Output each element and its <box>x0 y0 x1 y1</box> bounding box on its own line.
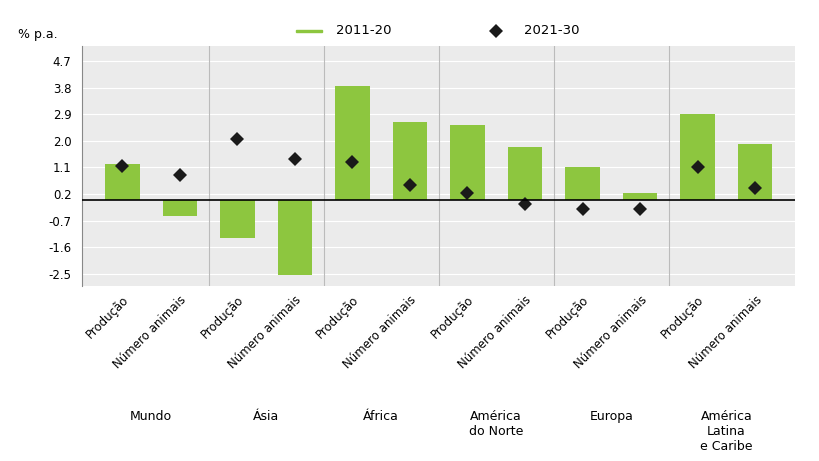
Text: América
Latina
e Caribe: América Latina e Caribe <box>699 410 752 454</box>
Text: 2021-30: 2021-30 <box>523 24 579 37</box>
Bar <box>219 200 254 238</box>
Text: África: África <box>363 410 399 424</box>
Bar <box>507 147 541 200</box>
Bar <box>737 144 771 200</box>
Bar <box>392 122 427 200</box>
Bar <box>335 86 369 200</box>
Bar <box>680 114 714 200</box>
Bar <box>622 193 657 200</box>
Bar <box>450 124 484 200</box>
Bar <box>564 167 599 200</box>
Text: Ásia: Ásia <box>253 410 279 424</box>
Bar <box>162 200 197 216</box>
Text: América
do Norte: América do Norte <box>468 410 523 438</box>
Bar <box>278 200 312 276</box>
Bar <box>296 30 321 32</box>
Text: Mundo: Mundo <box>130 410 172 424</box>
Text: % p.a.: % p.a. <box>18 28 57 41</box>
Bar <box>105 165 139 200</box>
Text: Europa: Europa <box>589 410 632 424</box>
Text: 2011-20: 2011-20 <box>336 24 391 37</box>
